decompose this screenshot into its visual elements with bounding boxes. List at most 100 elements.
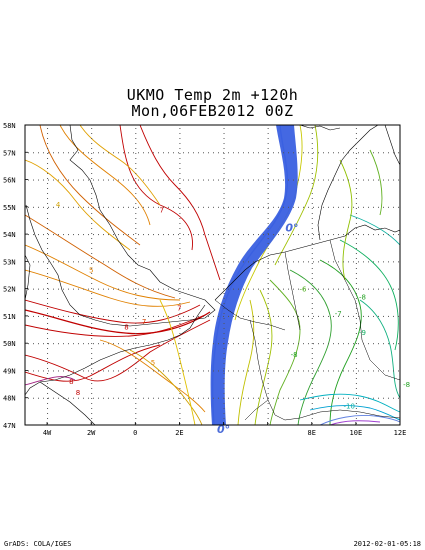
grid-dot bbox=[223, 158, 225, 159]
grid-dot bbox=[58, 234, 59, 236]
grid-dot bbox=[208, 343, 209, 345]
grid-dot bbox=[223, 253, 225, 254]
grid-dot bbox=[355, 208, 357, 209]
grid-dot bbox=[311, 388, 313, 389]
grid-dot bbox=[153, 343, 154, 345]
longitude-labels: 4W 2W 0 2E 8E 10E 12E bbox=[43, 422, 406, 437]
grid-dot bbox=[303, 206, 304, 208]
grid-dot bbox=[88, 152, 89, 154]
grid-dot bbox=[148, 152, 149, 154]
grid-dot bbox=[91, 408, 93, 409]
grid-dot bbox=[128, 370, 129, 372]
grid-dot bbox=[343, 397, 344, 399]
grid-dot bbox=[223, 298, 225, 299]
grid-dot bbox=[267, 138, 269, 139]
grid-dot bbox=[253, 343, 254, 345]
grid-dot bbox=[93, 397, 94, 399]
grid-dot bbox=[298, 370, 299, 372]
grid-dot bbox=[47, 333, 49, 334]
grid-dot bbox=[311, 263, 313, 264]
grid-dot bbox=[311, 228, 313, 229]
contour-label: -8 bbox=[403, 381, 410, 389]
grid-dot bbox=[267, 328, 269, 329]
grid-dot bbox=[91, 163, 93, 164]
grid-dot bbox=[218, 397, 219, 399]
grid-dot bbox=[283, 206, 284, 208]
grid-dot bbox=[88, 343, 89, 345]
grid-dot bbox=[123, 261, 124, 263]
grid-dot bbox=[135, 398, 137, 399]
grid-dot bbox=[355, 143, 357, 144]
grid-dot bbox=[133, 343, 134, 345]
grid-dot bbox=[153, 206, 154, 208]
grid-dot bbox=[47, 228, 49, 229]
grid-dot bbox=[113, 397, 114, 399]
grid-dot bbox=[223, 388, 225, 389]
grid-dot bbox=[78, 152, 79, 154]
grid-dot bbox=[48, 397, 49, 399]
grid-dot bbox=[378, 315, 379, 317]
grid-dot bbox=[223, 218, 225, 219]
grid-dot bbox=[143, 288, 144, 290]
grid-dot bbox=[288, 315, 289, 317]
grid-dot bbox=[355, 328, 357, 329]
grid-dot bbox=[228, 206, 229, 208]
grid-dot bbox=[103, 288, 104, 290]
grid-dot bbox=[348, 206, 349, 208]
grid-dot bbox=[48, 261, 49, 263]
grid-dot bbox=[228, 288, 229, 290]
grid-dot bbox=[138, 370, 139, 372]
grid-dot bbox=[179, 183, 181, 184]
grid-dot bbox=[158, 397, 159, 399]
grid-dot bbox=[253, 206, 254, 208]
grid-dot bbox=[378, 152, 379, 154]
latitude-label: 55N bbox=[3, 204, 16, 212]
grid-dot bbox=[198, 261, 199, 263]
grid-dot bbox=[138, 288, 139, 290]
grid-dot bbox=[53, 288, 54, 290]
grid-dot bbox=[263, 343, 264, 345]
grid-dot bbox=[68, 152, 69, 154]
grid-dot bbox=[308, 343, 309, 345]
grid-dot bbox=[93, 152, 94, 154]
grid-dot bbox=[233, 152, 234, 154]
grid-dot bbox=[135, 153, 137, 154]
grid-dot bbox=[108, 206, 109, 208]
grid-dot bbox=[243, 261, 244, 263]
grid-dot bbox=[123, 288, 124, 290]
longitude-label: 12E bbox=[394, 429, 407, 437]
grid-dot bbox=[193, 370, 194, 372]
grid-dot bbox=[98, 288, 99, 290]
grid-dot bbox=[135, 363, 137, 364]
map-title-line2: Mon,06FEB2012 00Z bbox=[131, 102, 294, 120]
grid-dot bbox=[113, 261, 114, 263]
grid-dot bbox=[135, 333, 137, 334]
grid-dot bbox=[63, 288, 64, 290]
grid-dot bbox=[318, 234, 319, 236]
grid-dot bbox=[298, 206, 299, 208]
grid-dot bbox=[388, 206, 389, 208]
grid-dot bbox=[248, 370, 249, 372]
grid-dot bbox=[363, 397, 364, 399]
grid-dot bbox=[343, 315, 344, 317]
grid-dot bbox=[179, 173, 181, 174]
grid-dot bbox=[308, 315, 309, 317]
grid-dot bbox=[47, 163, 49, 164]
grid-dot bbox=[143, 206, 144, 208]
grid-dot bbox=[178, 261, 179, 263]
grid-dot bbox=[91, 243, 93, 244]
grid-dot bbox=[303, 234, 304, 236]
grid-dot bbox=[153, 288, 154, 290]
map-frame bbox=[24, 124, 401, 426]
grid-dot bbox=[47, 238, 49, 239]
grid-dot bbox=[363, 234, 364, 236]
grid-dot bbox=[135, 183, 137, 184]
grid-dot bbox=[243, 234, 244, 236]
grid-dot bbox=[373, 234, 374, 236]
grid-dot bbox=[203, 234, 204, 236]
grid-dot bbox=[128, 343, 129, 345]
grid-dot bbox=[355, 283, 357, 284]
grid-dot bbox=[383, 206, 384, 208]
grid-dot bbox=[308, 288, 309, 290]
grid-dot bbox=[328, 343, 329, 345]
